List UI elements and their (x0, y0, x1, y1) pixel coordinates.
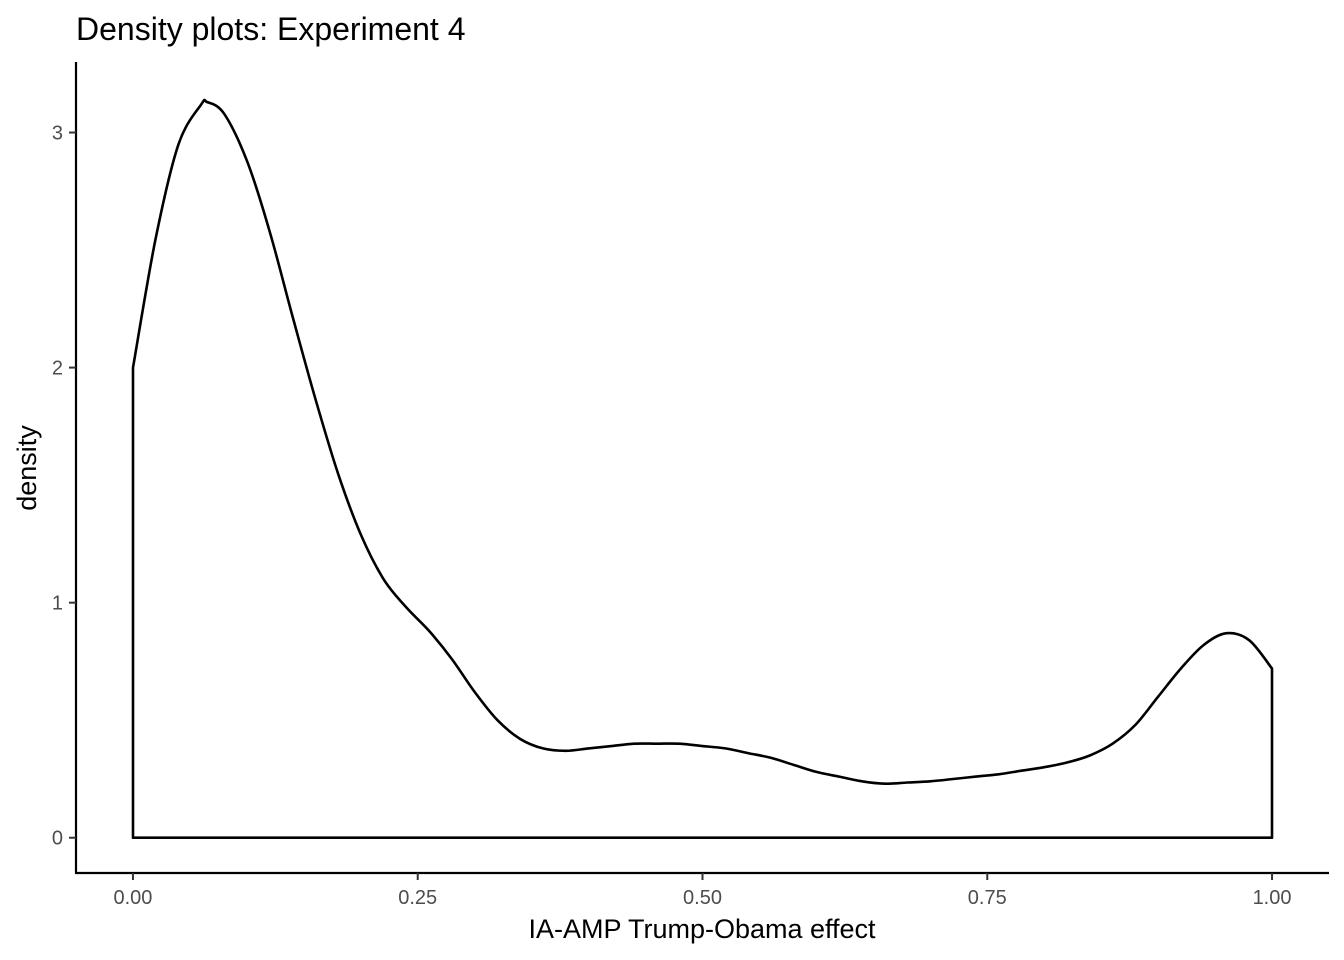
y-tick-label: 1 (52, 593, 63, 615)
y-axis-label: density (12, 425, 42, 511)
x-tick-label: 0.00 (113, 887, 152, 909)
y-axis-ticks: 0 1 2 3 (52, 123, 76, 850)
x-tick-label: 0.25 (398, 887, 437, 909)
y-tick-label: 0 (52, 828, 63, 850)
x-axis-label: IA-AMP Trump-Obama effect (528, 914, 876, 944)
x-tick-label: 1.00 (1253, 887, 1292, 909)
chart-title: Density plots: Experiment 4 (76, 11, 466, 47)
y-tick-label: 2 (52, 358, 63, 380)
y-tick-label: 3 (52, 123, 63, 145)
density-curve (131, 98, 1274, 839)
x-tick-label: 0.75 (968, 887, 1007, 909)
x-axis-ticks: 0.00 0.25 0.50 0.75 1.00 (113, 873, 1292, 909)
x-tick-label: 0.50 (683, 887, 722, 909)
